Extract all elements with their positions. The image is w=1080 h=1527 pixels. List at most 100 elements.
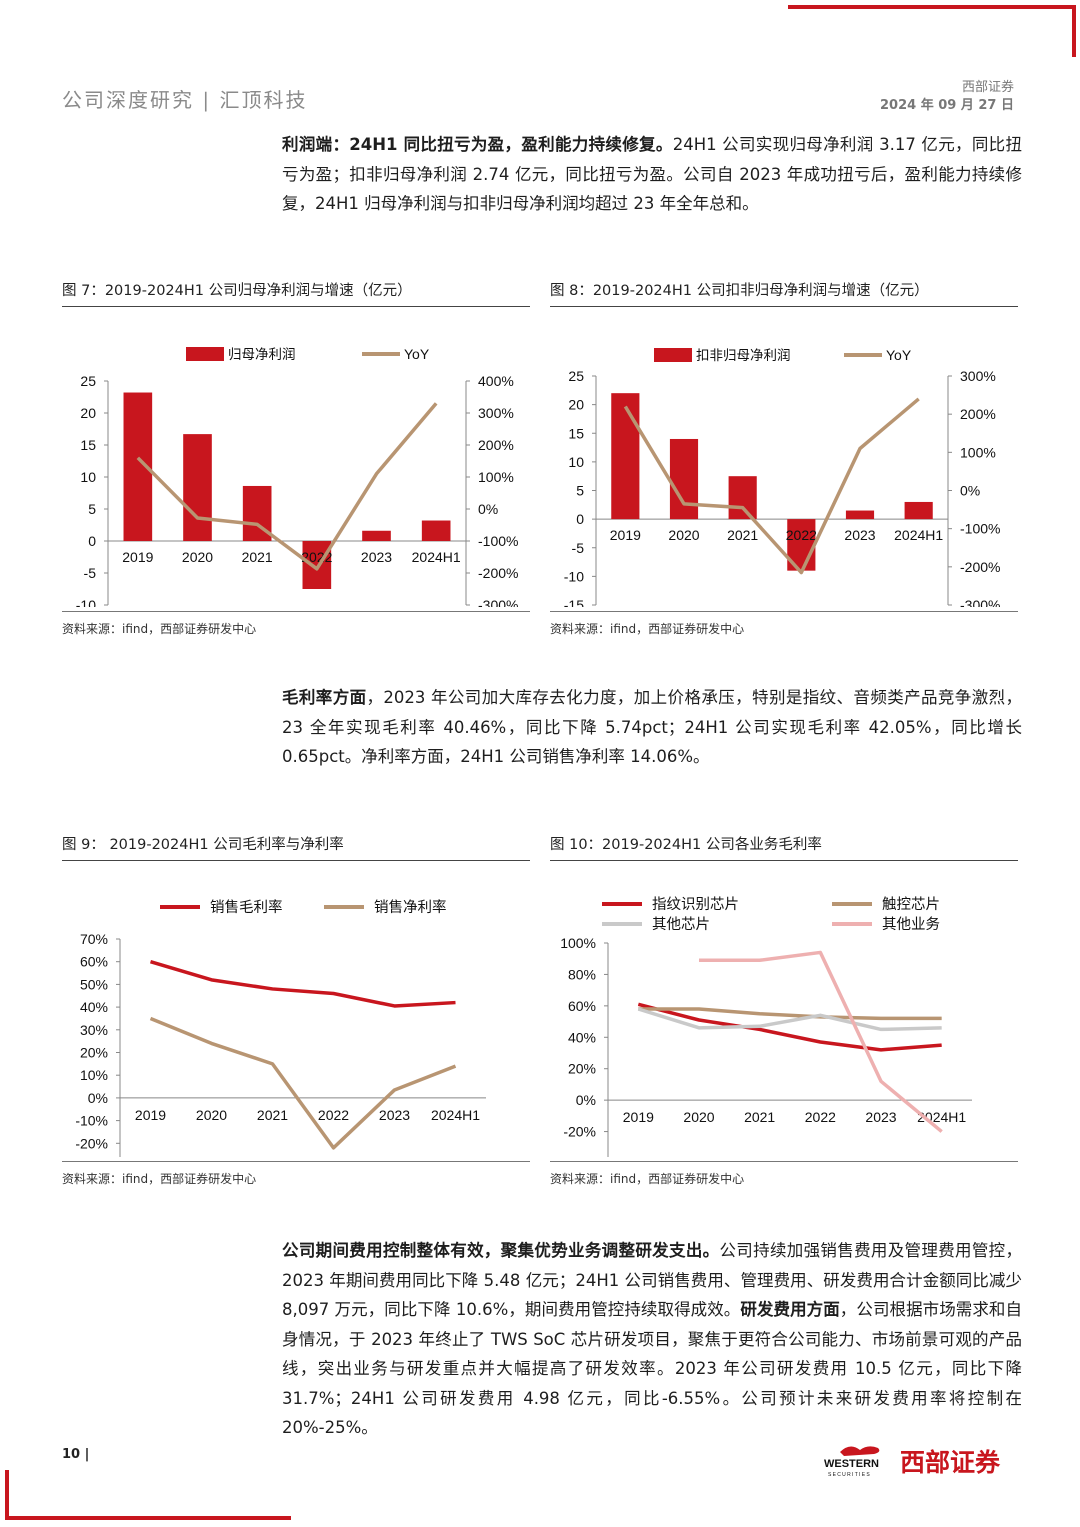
decor-top-bar-vertical — [1072, 5, 1076, 57]
category-label: 2022 — [318, 1107, 349, 1123]
figure-7-title: 图 7：2019-2024H1 公司归母净利润与增速（亿元） — [62, 280, 530, 307]
legend-label-0: 指纹识别芯片 — [652, 896, 739, 913]
right-tick-label: -300% — [960, 597, 1000, 607]
left-tick-label: 15 — [80, 437, 96, 453]
category-label: 2023 — [379, 1107, 410, 1123]
y-tick-label: 80% — [568, 966, 596, 982]
bar-2021 — [728, 476, 757, 520]
paragraph-expense-lead: 公司期间费用控制整体有效，聚集优势业务调整研发支出。 — [282, 1241, 720, 1260]
bar-2024H1 — [904, 501, 933, 520]
bar-2023 — [845, 510, 875, 520]
paragraph-expense-lead-2: 研发费用方面 — [740, 1300, 840, 1319]
right-tick-label: -300% — [478, 597, 518, 607]
category-label: 2024H1 — [412, 549, 461, 565]
legend-bar-label: 归母净利润 — [228, 346, 296, 362]
right-tick-label: 0% — [960, 483, 980, 499]
bar-2024H1 — [421, 520, 451, 541]
category-label: 2020 — [668, 527, 699, 543]
figure-7-divider — [62, 611, 530, 612]
bar-2022 — [302, 541, 332, 589]
left-tick-label: -10 — [564, 568, 584, 584]
page-number: 10 | — [62, 1447, 90, 1462]
legend-bar-swatch — [186, 347, 224, 361]
y-tick-label: -40% — [563, 1155, 596, 1157]
series-line-0 — [150, 960, 456, 1008]
logo-graphic: WESTERN SECURITIES 西部证券 — [824, 1446, 1001, 1478]
right-tick-label: 400% — [478, 373, 514, 389]
y-tick-label: 60% — [568, 998, 596, 1014]
right-tick-label: -100% — [478, 533, 518, 549]
paragraph-margin-lead: 毛利率方面 — [282, 688, 367, 707]
figure-10-source: 资料来源：ifind，西部证券研发中心 — [550, 1172, 745, 1186]
bar-2020 — [669, 438, 699, 520]
paragraph-profit-lead: 利润端：24H1 同比扭亏为盈，盈利能力持续修复。 — [282, 135, 673, 154]
y-tick-label: 50% — [80, 976, 108, 992]
left-tick-label: 10 — [568, 454, 584, 470]
category-label: 2022 — [786, 527, 817, 543]
western-securities-logo: WESTERN SECURITIES 西部证券 — [822, 1440, 1022, 1480]
decor-top-bar — [788, 5, 1076, 9]
category-label: 2024H1 — [431, 1107, 480, 1123]
bar-2023 — [362, 530, 391, 541]
left-tick-label: 5 — [576, 483, 584, 499]
category-label: 2019 — [135, 1107, 166, 1123]
decor-bottom-bar — [5, 1516, 291, 1520]
legend-label-3: 其他业务 — [882, 916, 940, 933]
left-tick-label: -5 — [572, 540, 585, 556]
left-tick-label: 15 — [568, 425, 584, 441]
left-tick-label: 5 — [88, 501, 96, 517]
y-tick-label: 60% — [80, 954, 108, 970]
figure-10: 图 10：2019-2024H1 公司各业务毛利率 100% 80% 60% 40% 2… — [550, 834, 1018, 1187]
paragraph-profit: 利润端：24H1 同比扭亏为盈，盈利能力持续修复。24H1 公司实现归母净利润 … — [282, 130, 1022, 219]
yoy-line — [623, 397, 920, 575]
figure-10-chart: 100% 80% 60% 40% 20% 0% -20% -40% 2019 2020 2021 20… — [560, 896, 972, 1171]
category-label: 2020 — [196, 1107, 227, 1123]
paragraph-expense: 公司期间费用控制整体有效，聚集优势业务调整研发支出。公司持续加强销售费用及管理费… — [282, 1236, 1022, 1443]
y-tick-label: 10% — [80, 1067, 108, 1083]
figure-9-title: 图 9： 2019-2024H1 公司毛利率与净利率 — [62, 834, 530, 861]
category-label: 2019 — [623, 1109, 654, 1125]
y-tick-label: 70% — [80, 931, 108, 947]
left-tick-label: 20 — [568, 397, 584, 413]
y-tick-label: 0% — [88, 1090, 108, 1106]
series-line-1 — [638, 1007, 942, 1021]
logo-sub: SECURITIES — [828, 1472, 871, 1478]
right-tick-label: 0% — [478, 501, 498, 517]
series-line-0 — [637, 1002, 942, 1052]
figure-9: 图 9： 2019-2024H1 公司毛利率与净利率 70% 60% 50% 40% 3… — [62, 834, 530, 1187]
y-tick-label: 40% — [568, 1029, 596, 1045]
right-tick-label: 300% — [960, 368, 996, 384]
bar-2019 — [611, 393, 640, 520]
y-tick-label: 20% — [568, 1061, 596, 1077]
right-tick-label: -100% — [960, 521, 1000, 537]
y-tick-label: -10% — [75, 1113, 108, 1129]
legend-line-label: YoY — [404, 346, 430, 362]
legend-bar-swatch — [654, 348, 692, 362]
logo-cn: 西部证券 — [900, 1448, 1001, 1477]
figure-7: 图 7：2019-2024H1 公司归母净利润与增速（亿元） 25 20 15 10 5… — [62, 280, 530, 637]
category-label: 2022 — [805, 1109, 836, 1125]
left-tick-label: 10 — [80, 469, 96, 485]
logo-bull-icon — [840, 1446, 880, 1456]
figure-7-chart: 25 20 15 10 5 0 -5 -10 400% 300% 200% 100% 0% -100% -2… — [76, 346, 519, 613]
paragraph-expense-body-1: 公司持续加强销售费用及管理费用管控，2023 年期间费用同比下降 5.48 亿元… — [282, 1241, 1023, 1319]
category-label: 2024H1 — [894, 527, 943, 543]
figure-8: 图 8：2019-2024H1 公司扣非归母净利润与增速（亿元） 25 20 15 1… — [550, 280, 1018, 637]
legend-label-0: 销售毛利率 — [210, 899, 283, 916]
category-label: 2019 — [610, 527, 641, 543]
category-label: 2020 — [182, 549, 213, 565]
y-tick-label: 30% — [80, 1022, 108, 1038]
figure-10-divider — [550, 1161, 1018, 1162]
series-line-1 — [149, 1016, 457, 1150]
figure-7-source: 资料来源：ifind，西部证券研发中心 — [62, 622, 257, 636]
figure-9-divider — [62, 1161, 530, 1162]
category-label: 2020 — [683, 1109, 714, 1125]
legend-label-1: 触控芯片 — [882, 896, 940, 913]
y-tick-label: 0% — [576, 1092, 596, 1108]
legend-line-label: YoY — [886, 347, 912, 363]
figure-9-chart: 70%60%50%40%30%20%10%0%-10%-20%-30%20192… — [75, 899, 486, 1174]
figure-10-title: 图 10：2019-2024H1 公司各业务毛利率 — [550, 834, 1018, 861]
bar-2020 — [183, 434, 212, 541]
report-header-title: 公司深度研究 | 汇顶科技 — [62, 88, 308, 112]
left-tick-label: 25 — [80, 373, 96, 389]
